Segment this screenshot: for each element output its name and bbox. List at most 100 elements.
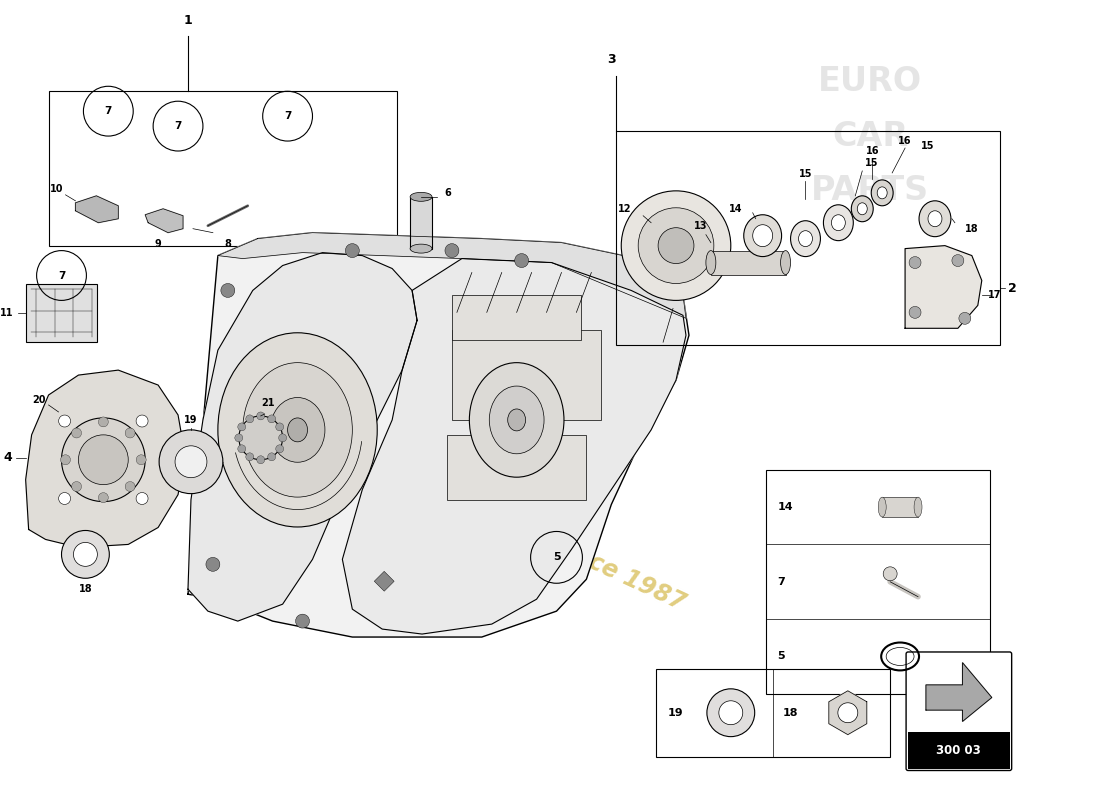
Circle shape: [658, 228, 694, 263]
FancyBboxPatch shape: [906, 652, 1012, 770]
Circle shape: [58, 493, 70, 505]
Text: 7: 7: [284, 111, 292, 121]
Text: 13: 13: [694, 221, 707, 230]
Polygon shape: [188, 253, 417, 621]
Ellipse shape: [752, 225, 772, 246]
Text: 19: 19: [184, 415, 198, 425]
Ellipse shape: [470, 362, 564, 477]
Ellipse shape: [871, 180, 893, 206]
Text: 15: 15: [865, 158, 878, 168]
Bar: [410, 197, 432, 249]
Text: 15: 15: [921, 141, 935, 151]
Text: 21: 21: [261, 398, 274, 408]
Text: 7: 7: [778, 577, 785, 586]
Text: CAR: CAR: [833, 119, 909, 153]
Circle shape: [256, 456, 265, 464]
Circle shape: [245, 453, 254, 461]
Polygon shape: [374, 571, 394, 591]
Ellipse shape: [271, 398, 324, 462]
Circle shape: [125, 428, 135, 438]
Bar: [616, 131, 1000, 346]
Circle shape: [238, 445, 245, 453]
Circle shape: [125, 482, 135, 491]
Ellipse shape: [799, 230, 813, 246]
Text: 14: 14: [729, 204, 743, 214]
Ellipse shape: [706, 250, 716, 274]
Ellipse shape: [508, 409, 526, 431]
Circle shape: [239, 416, 283, 460]
Circle shape: [136, 493, 149, 505]
Ellipse shape: [410, 192, 432, 202]
Ellipse shape: [410, 244, 432, 253]
Text: 14: 14: [778, 502, 793, 512]
Bar: [711, 250, 785, 274]
Circle shape: [446, 244, 459, 258]
Text: 6: 6: [444, 188, 451, 198]
Text: 3: 3: [607, 54, 616, 66]
Circle shape: [256, 412, 265, 420]
Polygon shape: [342, 258, 686, 634]
Circle shape: [245, 415, 254, 423]
Circle shape: [838, 702, 858, 722]
Ellipse shape: [781, 250, 791, 274]
Circle shape: [621, 191, 730, 301]
Circle shape: [267, 415, 276, 423]
Circle shape: [638, 208, 714, 283]
Bar: [452, 330, 602, 420]
Ellipse shape: [218, 333, 377, 527]
Bar: [882, 497, 918, 517]
Text: 5: 5: [778, 651, 785, 662]
Polygon shape: [76, 196, 119, 222]
Ellipse shape: [744, 214, 782, 257]
Circle shape: [136, 454, 146, 465]
Bar: [909, 732, 1010, 769]
Circle shape: [175, 446, 207, 478]
Circle shape: [98, 493, 108, 502]
Text: 18: 18: [965, 224, 979, 234]
Polygon shape: [145, 209, 183, 233]
Polygon shape: [218, 233, 686, 318]
Text: 9: 9: [155, 238, 162, 249]
Text: 7: 7: [175, 121, 182, 131]
Ellipse shape: [490, 386, 544, 454]
Circle shape: [58, 415, 70, 427]
Bar: [656, 669, 890, 757]
Ellipse shape: [832, 214, 845, 230]
Text: 20: 20: [32, 395, 45, 405]
Circle shape: [276, 423, 284, 431]
Bar: [25, 285, 98, 342]
Ellipse shape: [824, 205, 854, 241]
Text: 18: 18: [78, 584, 92, 594]
Ellipse shape: [287, 418, 308, 442]
Circle shape: [136, 415, 149, 427]
Text: 11: 11: [0, 308, 13, 318]
Text: 4: 4: [3, 451, 12, 464]
Text: 7: 7: [104, 106, 112, 116]
Circle shape: [296, 614, 309, 628]
Text: 16: 16: [866, 146, 879, 156]
Text: 7: 7: [58, 270, 65, 281]
Circle shape: [98, 417, 108, 427]
Text: 5: 5: [552, 552, 560, 562]
Ellipse shape: [918, 201, 950, 237]
Text: 17: 17: [988, 290, 1001, 301]
Circle shape: [238, 423, 245, 431]
Polygon shape: [905, 246, 982, 328]
Text: 300 03: 300 03: [936, 744, 981, 757]
Circle shape: [952, 254, 964, 266]
Text: 2: 2: [1008, 282, 1016, 295]
Circle shape: [718, 701, 743, 725]
Circle shape: [267, 453, 276, 461]
Circle shape: [234, 434, 243, 442]
Circle shape: [515, 254, 529, 267]
Text: 15: 15: [799, 169, 812, 179]
Circle shape: [278, 434, 287, 442]
Ellipse shape: [243, 362, 352, 497]
Bar: [766, 470, 990, 694]
Circle shape: [62, 418, 145, 502]
Text: 12: 12: [618, 204, 631, 214]
Circle shape: [909, 306, 921, 318]
Text: 18: 18: [783, 708, 799, 718]
Circle shape: [345, 244, 360, 258]
Circle shape: [74, 542, 98, 566]
